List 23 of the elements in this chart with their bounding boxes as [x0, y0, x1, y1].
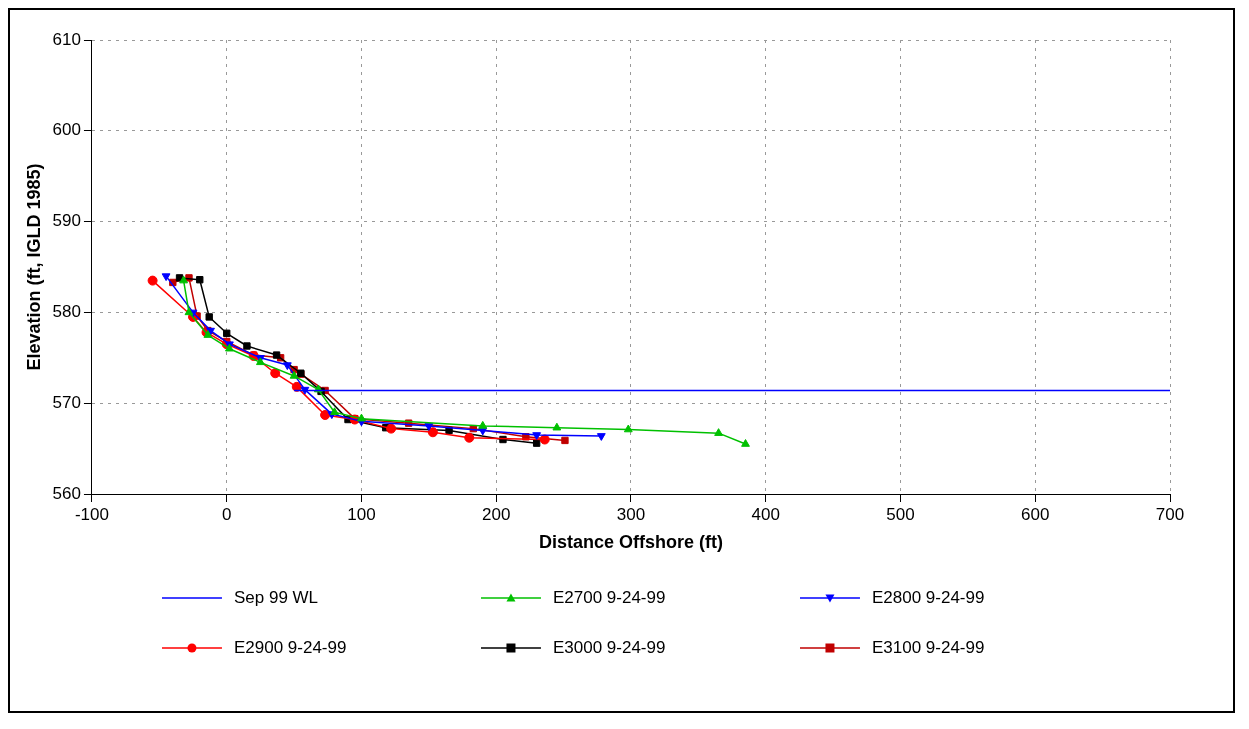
legend-label: E3000 9-24-99	[552, 637, 666, 657]
x-tick-label: 400	[751, 504, 780, 524]
legend-label: E2800 9-24-99	[871, 587, 985, 607]
x-tick-label: 0	[221, 504, 232, 524]
y-tick-label: 570	[52, 392, 81, 412]
x-tick-label: 700	[1155, 504, 1185, 524]
legend-label: E3100 9-24-99	[871, 637, 985, 657]
x-tick-label: 600	[1021, 504, 1050, 524]
x-tick-label: 100	[347, 504, 376, 524]
y-axis-title: Elevation (ft, IGLD 1985)	[23, 163, 44, 371]
legend-label: Sep 99 WL	[233, 587, 319, 607]
y-tick-label: 610	[52, 29, 81, 49]
x-tick-label: 200	[482, 504, 511, 524]
x-tick-label: 300	[616, 504, 646, 524]
y-tick-label: 580	[52, 302, 81, 322]
y-tick-label: 600	[52, 120, 81, 140]
legend-label: E2900 9-24-99	[233, 637, 347, 657]
x-axis-title: Distance Offshore (ft)	[538, 532, 723, 553]
x-tick-label: 500	[886, 504, 915, 524]
y-tick-label: 560	[52, 483, 81, 503]
x-tick-label: -100	[74, 504, 109, 524]
y-tick-label: 590	[52, 211, 81, 231]
legend-label: E2700 9-24-99	[552, 587, 666, 607]
